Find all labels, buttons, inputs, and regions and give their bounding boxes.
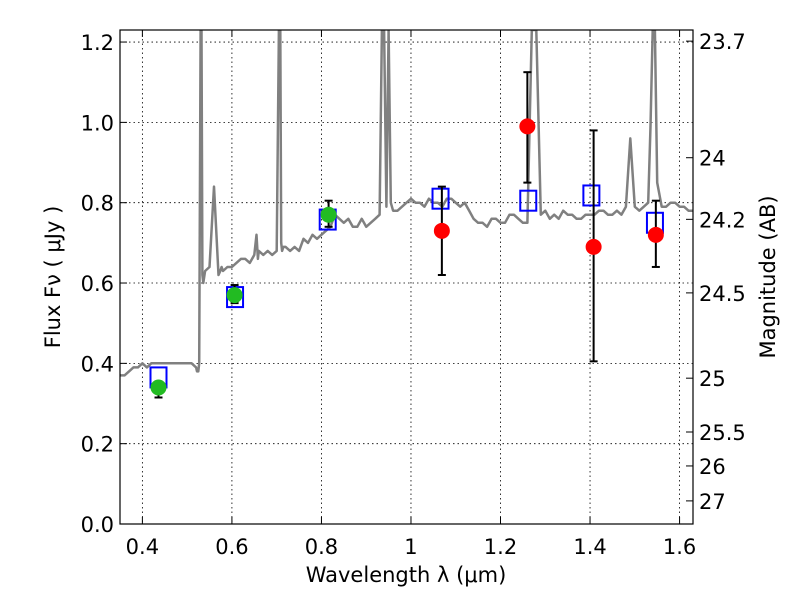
x-tick-label: 0.8 [305,535,338,559]
y-tick-label: 0.6 [81,272,114,296]
right-tick-label: 25 [699,367,726,391]
plot-frame [119,29,694,525]
x-tick-label: 1.6 [663,535,696,559]
model-point [431,187,450,210]
left-y-axis-title: Flux Fν ( μJy ) [41,206,65,349]
spectrum-line [120,30,693,377]
x-tick-label: 1.4 [573,535,606,559]
x-axis-title: Wavelength λ (μm) [306,563,507,587]
x-tick-label: 0.6 [215,535,248,559]
infrared-point [519,118,536,135]
plot-area [120,30,693,399]
right-tick-label: 24.5 [699,282,746,306]
y-tick-label: 1.0 [81,111,114,135]
observed-points [150,118,664,396]
right-tick-label: 23.7 [699,30,746,54]
y-tick-label: 0.0 [81,513,114,537]
optical-point [320,206,337,223]
x-tick-label: 1 [404,535,417,559]
optical-point [226,287,243,304]
optical-point [150,379,167,396]
right-y-axis-title: Magnitude (AB) [756,195,780,358]
right-tick-label: 26 [699,455,726,479]
right-tick-label: 25.5 [699,421,746,445]
y-tick-label: 0.4 [81,352,114,376]
infrared-point [647,226,664,243]
x-tick-label: 0.4 [126,535,159,559]
y-tick-label: 1.2 [81,31,114,55]
model-point [582,184,601,207]
y-tick-label: 0.8 [81,192,114,216]
right-tick-label: 24.2 [699,208,746,232]
right-tick-label: 27 [699,490,726,514]
right-tick-label: 24 [699,147,726,171]
infrared-point [585,238,602,255]
x-tick-label: 1.2 [484,535,517,559]
right-axis-ticks: 23.7 24 24.2 24.5 25 25.5 26 27 [686,30,746,514]
y-tick-label: 0.2 [81,433,114,457]
x-axis-ticks: 0.4 0.6 0.8 1 1.2 1.4 1.6 [126,30,696,559]
model-point [519,189,538,212]
y-axis-ticks: 0.0 0.2 0.4 0.6 0.8 1.0 1.2 [81,31,127,537]
infrared-point [433,222,450,239]
